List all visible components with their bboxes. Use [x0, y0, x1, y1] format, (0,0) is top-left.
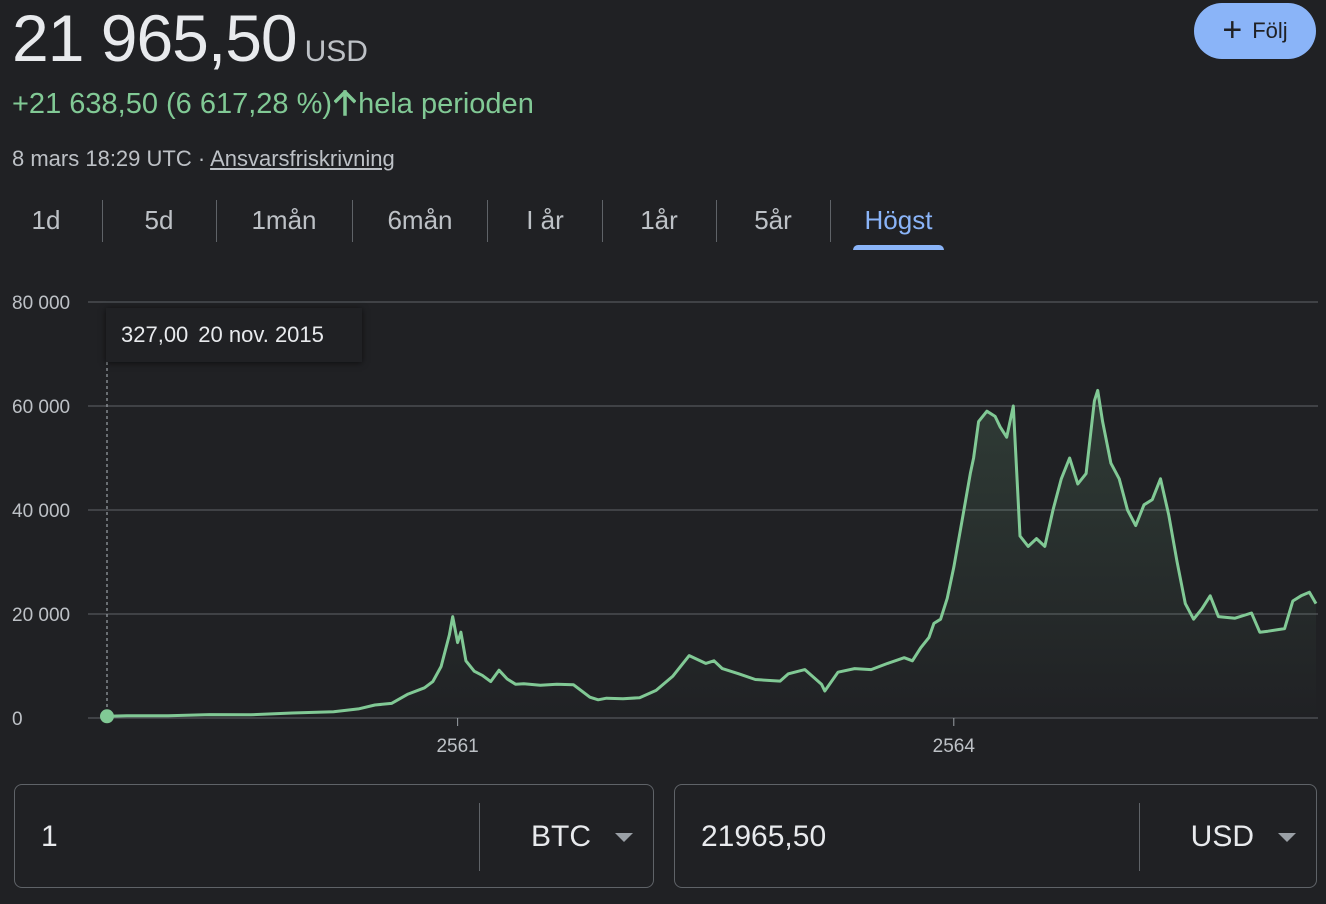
converter-from-unit[interactable]: BTC [531, 820, 591, 853]
tooltip-date: 20 nov. 2015 [198, 322, 324, 347]
converter-from-input[interactable]: 1 [41, 820, 58, 853]
range-tabs: 1d 5d 1mån 6mån I år 1år 5år Högst [0, 196, 960, 252]
y-tick-label: 60 000 [12, 397, 70, 418]
tab-label: 1mån [251, 205, 317, 235]
tooltip-value: 327,00 [121, 322, 189, 347]
converter-to: 21965,50 USD [674, 784, 1317, 888]
tab-separator [830, 200, 831, 242]
converter-divider [1139, 803, 1140, 871]
tab-label: 5år [754, 205, 792, 235]
tab-5d[interactable]: 5d [119, 196, 199, 246]
x-tick-label: 2564 [933, 736, 976, 757]
tab-label: 5d [144, 205, 174, 235]
price-change-value: +21 638,50 (6 617,28 %) [12, 88, 333, 120]
price-display: 21 965,50 USD [12, 0, 368, 76]
y-tick-label: 0 [12, 709, 23, 730]
tab-6man[interactable]: 6mån [370, 196, 470, 246]
follow-button[interactable]: + Följ [1194, 3, 1316, 59]
caret-down-icon[interactable] [615, 833, 633, 842]
chart-markers [100, 709, 114, 724]
follow-label: Följ [1252, 18, 1288, 43]
tab-label: 1d [31, 205, 61, 235]
tab-1man[interactable]: 1mån [234, 196, 334, 246]
y-tick-label: 40 000 [12, 501, 70, 522]
x-tick-label: 2561 [436, 736, 478, 757]
timestamp: 8 mars 18:29 UTC · [12, 146, 206, 171]
y-tick-label: 20 000 [12, 605, 70, 626]
chart-tooltip: 327,00 20 nov. 2015 [106, 308, 362, 362]
y-tick-label: 80 000 [12, 293, 70, 314]
tab-separator [487, 200, 488, 242]
hover-point-marker [100, 709, 114, 724]
tab-separator [216, 200, 217, 242]
chart-area-fill [107, 390, 1316, 718]
tab-1d[interactable]: 1d [6, 196, 86, 246]
price-chart[interactable]: 0 20 000 40 000 60 000 80 000 2561 2564 [0, 280, 1326, 760]
tab-hogst[interactable]: Högst [853, 196, 944, 250]
price-currency: USD [304, 35, 368, 68]
chart-series-line [106, 388, 1318, 718]
y-axis-labels: 0 20 000 40 000 60 000 80 000 [12, 293, 70, 730]
converter-divider [479, 803, 480, 871]
converter-from: 1 BTC [14, 784, 654, 888]
tab-label: 6mån [387, 205, 453, 235]
active-tab-indicator [853, 245, 944, 250]
price-change: +21 638,50 (6 617,28 %) hela perioden [12, 88, 534, 124]
tab-separator [602, 200, 603, 242]
tab-label: Högst [864, 205, 933, 235]
tab-label: I år [526, 205, 564, 235]
arrow-up-icon [333, 89, 357, 124]
tab-label: 1år [640, 205, 678, 235]
tab-1ar[interactable]: 1år [619, 196, 699, 246]
converter-to-unit[interactable]: USD [1190, 820, 1254, 853]
tab-separator [352, 200, 353, 242]
disclaimer-link[interactable]: Ansvarsfriskrivning [210, 146, 395, 171]
plus-icon: + [1222, 10, 1243, 49]
caret-down-icon[interactable] [1278, 833, 1296, 842]
x-axis-ticks: 2561 2564 [436, 718, 975, 757]
price-change-period: hela perioden [358, 88, 534, 120]
converter-to-input[interactable]: 21965,50 [701, 820, 827, 853]
tab-5ar[interactable]: 5år [733, 196, 813, 246]
tab-separator [102, 200, 103, 242]
tab-i-ar[interactable]: I år [505, 196, 585, 246]
tab-separator [716, 200, 717, 242]
price-value: 21 965,50 [12, 1, 298, 75]
timestamp-line: 8 mars 18:29 UTC · Ansvarsfriskrivning [12, 146, 395, 172]
